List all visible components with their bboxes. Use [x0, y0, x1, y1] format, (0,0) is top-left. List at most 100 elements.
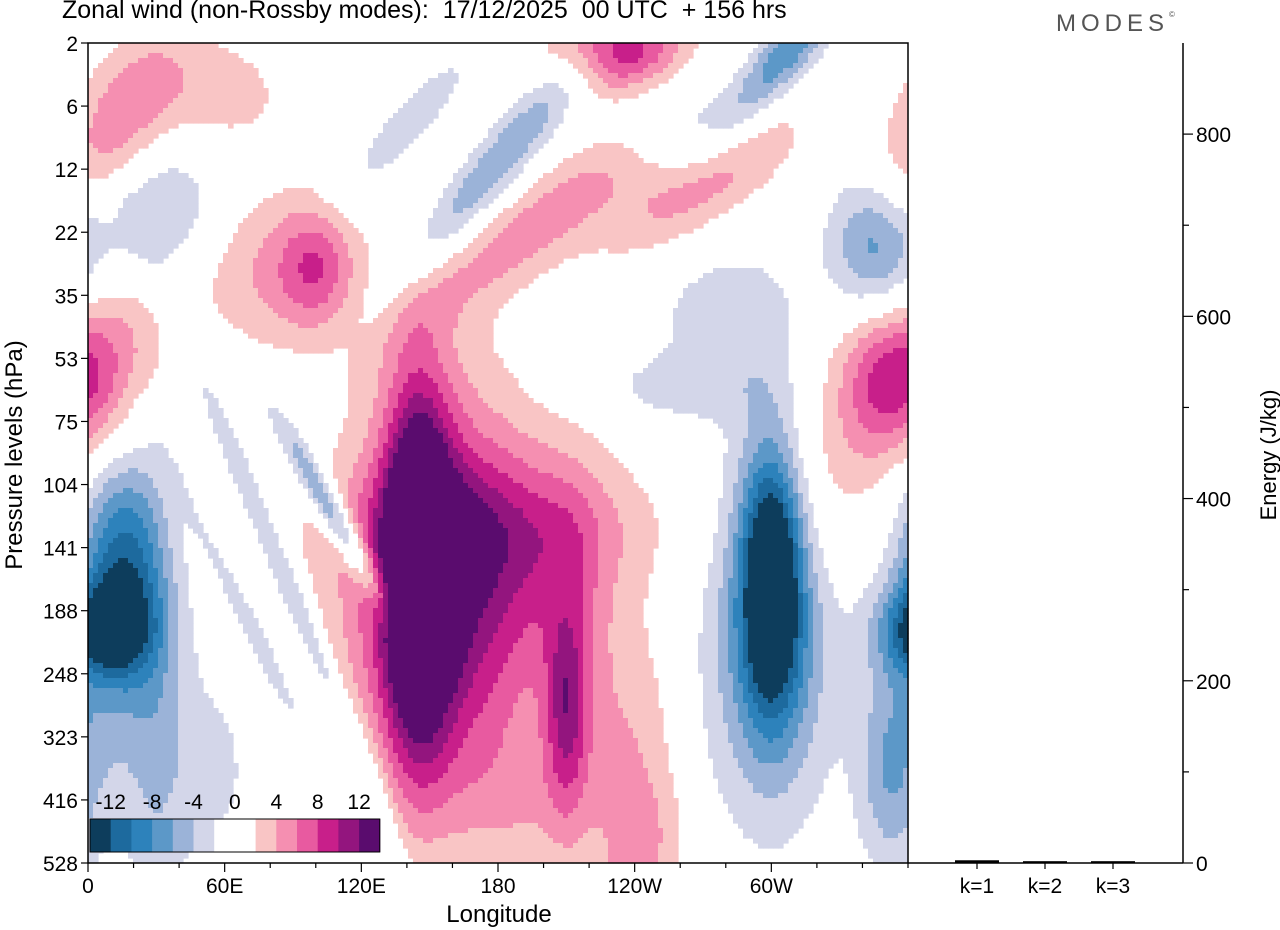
heatmap-cell: [878, 323, 884, 329]
heatmap-cell: [393, 148, 399, 154]
heatmap-cell: [378, 143, 384, 149]
heatmap-cell: [608, 148, 614, 154]
heatmap-cell: [108, 63, 114, 69]
heatmap-cell: [473, 188, 479, 194]
heatmap-cell: [768, 293, 774, 299]
heatmap-cell: [198, 93, 204, 99]
heatmap-cell: [283, 303, 289, 309]
heatmap-cell: [328, 328, 334, 334]
heatmap-cell: [468, 268, 474, 274]
heatmap-cell: [763, 178, 769, 184]
heatmap-cell: [763, 288, 769, 294]
heatmap-cell: [678, 298, 684, 304]
heatmap-cell: [318, 308, 324, 314]
heatmap-cell: [568, 48, 574, 54]
heatmap-cell: [188, 183, 194, 189]
heatmap-cell: [868, 248, 874, 254]
heatmap-cell: [703, 323, 709, 329]
heatmap-cell: [203, 113, 209, 119]
heatmap-cell: [733, 308, 739, 314]
heatmap-cell: [728, 113, 734, 119]
heatmap-cell: [268, 218, 274, 224]
heatmap-cell: [843, 333, 849, 339]
heatmap-cell: [618, 163, 624, 169]
heatmap-cell: [548, 243, 554, 249]
heatmap-cell: [103, 353, 109, 359]
heatmap-cell: [738, 153, 744, 159]
heatmap-cell: [398, 118, 404, 124]
heatmap-cell: [203, 43, 209, 49]
heatmap-cell: [838, 208, 844, 214]
heatmap-cell: [268, 243, 274, 249]
heatmap-cell: [708, 178, 714, 184]
heatmap-cell: [543, 248, 549, 254]
heatmap-cell: [733, 188, 739, 194]
heatmap-cell: [398, 133, 404, 139]
heatmap-cell: [593, 153, 599, 159]
heatmap-cell: [628, 63, 634, 69]
heatmap-cell: [333, 258, 339, 264]
heatmap-cell: [133, 213, 139, 219]
heatmap-cell: [583, 153, 589, 159]
heatmap-cell: [623, 178, 629, 184]
heatmap-cell: [438, 318, 444, 324]
heatmap-cell: [898, 163, 904, 169]
heatmap-cell: [298, 223, 304, 229]
heatmap-cell: [558, 118, 564, 124]
heatmap-cell: [283, 278, 289, 284]
heatmap-cell: [878, 328, 884, 334]
heatmap-cell: [303, 193, 309, 199]
heatmap-cell: [183, 63, 189, 69]
heatmap-cell: [543, 98, 549, 104]
heatmap-cell: [893, 268, 899, 274]
heatmap-cell: [763, 318, 769, 324]
heatmap-cell: [103, 358, 109, 364]
heatmap-cell: [283, 333, 289, 339]
heatmap-cell: [93, 223, 99, 229]
heatmap-cell: [223, 48, 229, 54]
heatmap-cell: [453, 343, 459, 349]
heatmap-cell: [453, 353, 459, 359]
heatmap-cell: [438, 338, 444, 344]
heatmap-cell: [653, 228, 659, 234]
heatmap-cell: [773, 68, 779, 74]
heatmap-cell: [428, 283, 434, 289]
heatmap-cell: [713, 268, 719, 274]
heatmap-cell: [713, 288, 719, 294]
heatmap-cell: [713, 318, 719, 324]
heatmap-cell: [903, 253, 909, 259]
heatmap-cell: [753, 153, 759, 159]
heatmap-cell: [873, 248, 879, 254]
heatmap-cell: [733, 83, 739, 89]
heatmap-cell: [718, 323, 724, 329]
heatmap-cell: [783, 338, 789, 344]
heatmap-cell: [323, 213, 329, 219]
heatmap-cell: [788, 68, 794, 74]
heatmap-cell: [588, 203, 594, 209]
heatmap-cell: [153, 98, 159, 104]
heatmap-cell: [518, 118, 524, 124]
heatmap-cell: [488, 223, 494, 229]
heatmap-cell: [773, 288, 779, 294]
heatmap-cell: [278, 343, 284, 349]
heatmap-cell: [98, 313, 104, 319]
heatmap-cell: [713, 178, 719, 184]
heatmap-cell: [898, 223, 904, 229]
heatmap-cell: [768, 58, 774, 64]
heatmap-cell: [593, 218, 599, 224]
heatmap-cell: [143, 98, 149, 104]
heatmap-cell: [423, 358, 429, 364]
heatmap-cell: [698, 168, 704, 174]
heatmap-cell: [523, 258, 529, 264]
heatmap-cell: [113, 58, 119, 64]
heatmap-cell: [543, 193, 549, 199]
heatmap-cell: [638, 73, 644, 79]
heatmap-cell: [188, 218, 194, 224]
heatmap-cell: [883, 353, 889, 359]
heatmap-cell: [883, 203, 889, 209]
heatmap-cell: [688, 223, 694, 229]
heatmap-cell: [538, 268, 544, 274]
heatmap-cell: [868, 343, 874, 349]
heatmap-cell: [543, 103, 549, 109]
heatmap-cell: [713, 108, 719, 114]
